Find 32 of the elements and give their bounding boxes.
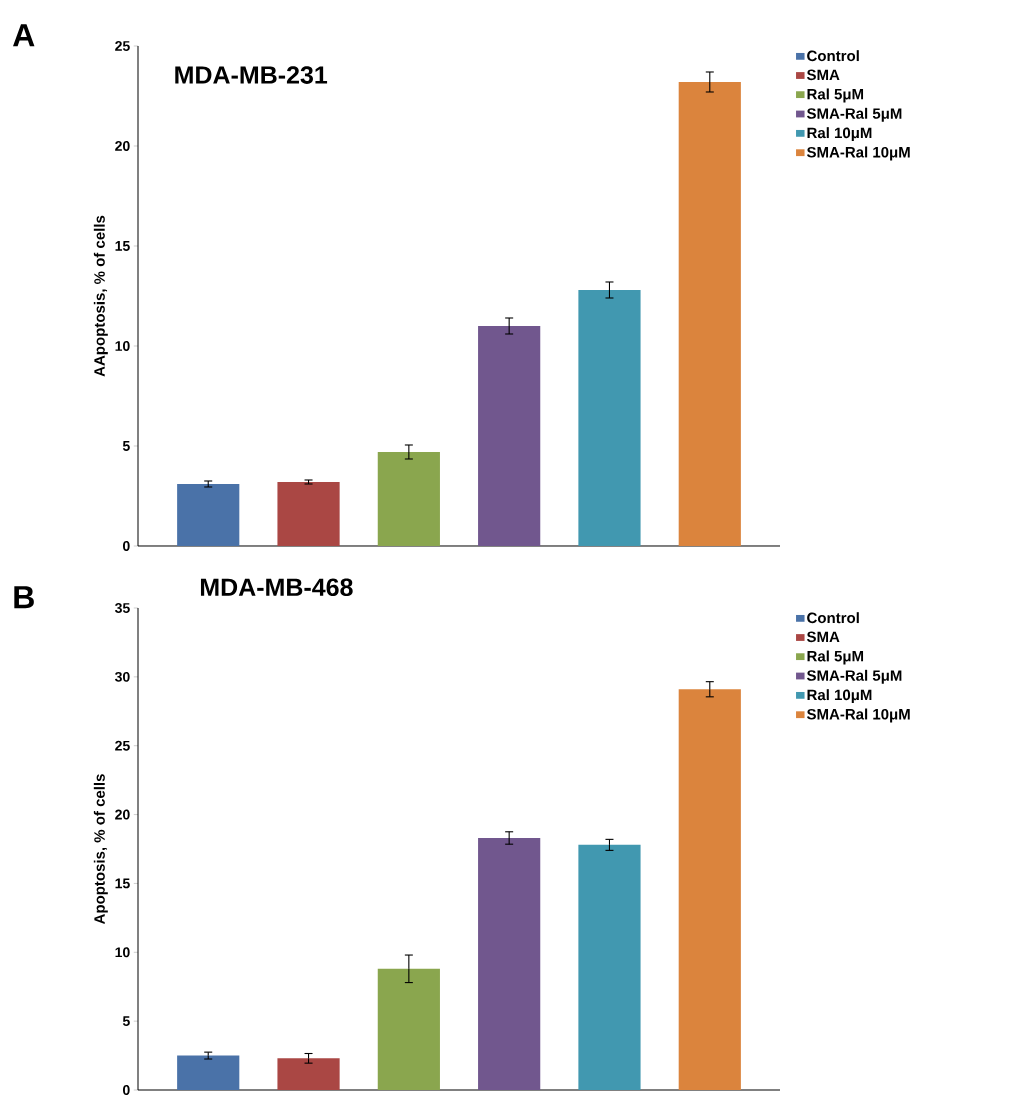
y-axis-title: AApoptosis, % of cells: [93, 215, 108, 377]
legend-label: SMA: [806, 69, 840, 81]
legend-label: SMA-Ral 10μM: [806, 146, 910, 161]
y-tick-label: 15: [115, 241, 130, 251]
legend-label: SMA-Ral 5μM: [806, 107, 902, 122]
text: B: [14, 586, 34, 609]
text: MDA-MB-231: [175, 66, 328, 84]
legend-label: Control: [807, 50, 859, 62]
text: A: [13, 24, 35, 47]
y-tick-label: 20: [115, 141, 130, 151]
y-tick-label: 5: [122, 441, 130, 451]
legend-label: Control: [807, 612, 859, 624]
y-tick-label: 20: [115, 809, 130, 820]
y-tick-label: 15: [115, 878, 130, 889]
y-tick-label: 35: [114, 603, 130, 613]
legend-label: Ral 5μM: [807, 650, 864, 665]
y-tick-label: 0: [122, 1085, 130, 1095]
y-tick-label: 10: [115, 947, 130, 958]
y-tick-label: 25: [115, 41, 130, 51]
legend-label: SMA-Ral 5μM: [806, 669, 902, 684]
y-tick-label: 30: [114, 671, 130, 682]
y-tick-label: 10: [115, 341, 130, 351]
y-axis-title: Apoptosis, % of cells: [93, 774, 108, 925]
legend-label: Ral 5μM: [807, 88, 864, 103]
y-tick-label: 5: [122, 1016, 130, 1027]
legend-label: Ral 10μM: [807, 689, 872, 704]
y-tick-label: 0: [122, 541, 130, 551]
chart-title: MDA-MB-468: [200, 578, 353, 597]
legend-label: SMA: [806, 631, 840, 643]
legend-label: Ral 10μM: [807, 127, 872, 142]
legend-label: SMA-Ral 10μM: [806, 708, 910, 723]
y-tick-label: 25: [115, 740, 130, 751]
